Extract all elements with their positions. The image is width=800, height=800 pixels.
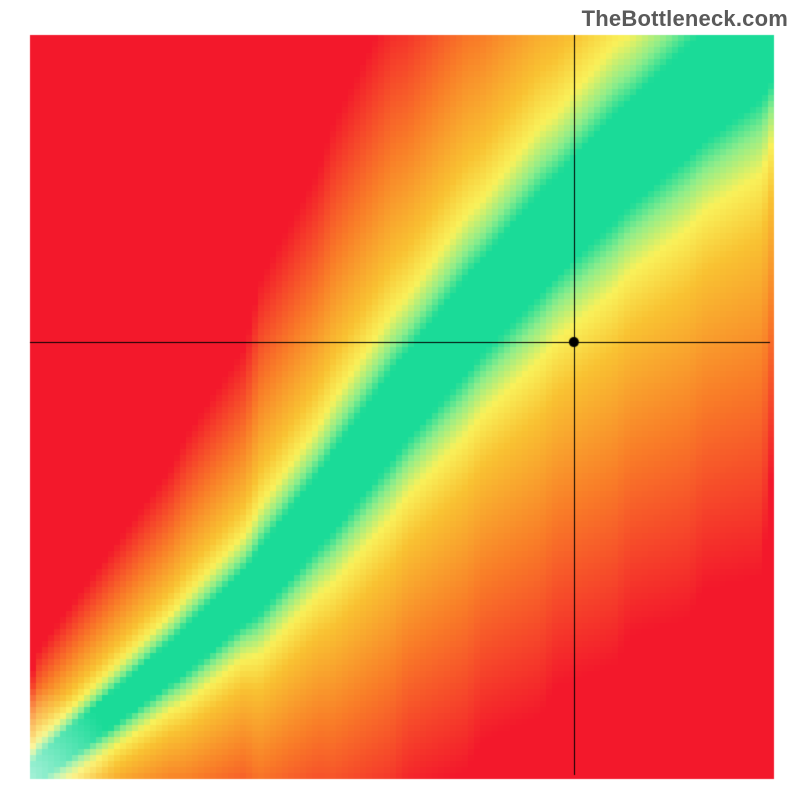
chart-container: TheBottleneck.com: [0, 0, 800, 800]
watermark-text: TheBottleneck.com: [582, 6, 788, 32]
crosshair-overlay: [0, 0, 800, 800]
